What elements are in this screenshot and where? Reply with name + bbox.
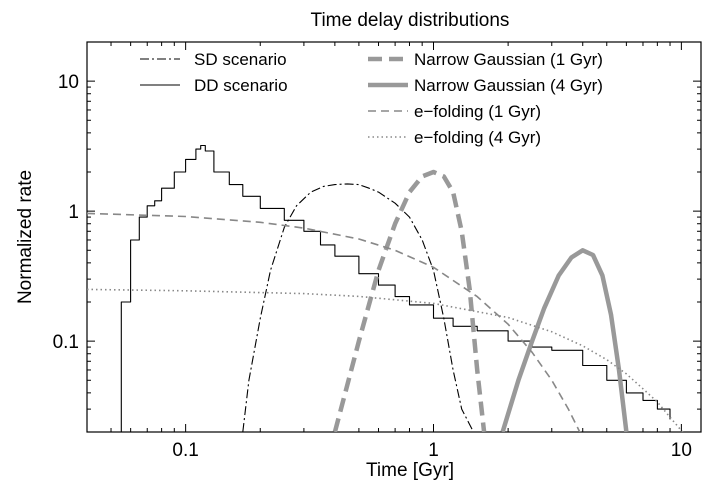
plot-frame: [86, 41, 702, 433]
y-tick-label: 0.1: [53, 332, 79, 353]
axis-tick-labels: 0.1 1 10 0.1 1 10: [53, 72, 692, 461]
legend-label-3: Narrow Gaussian (1 Gyr): [414, 50, 603, 69]
y-tick-label: 1: [68, 202, 79, 223]
x-tick-label: 10: [671, 440, 692, 461]
x-axis-label: Time [Gyr]: [366, 460, 454, 481]
x-tick-label: 1: [428, 440, 439, 461]
series-line-5: [87, 212, 581, 432]
legend-label-1: SD scenario: [194, 50, 287, 69]
y-axis-label: Normalized rate: [15, 170, 36, 304]
y-tick-label: 10: [58, 72, 79, 93]
series-line-4: [500, 248, 629, 432]
series-line-2: [111, 144, 671, 432]
legend-label-2: DD scenario: [194, 76, 288, 95]
series-layer: [87, 144, 684, 432]
series-line-6: [87, 288, 684, 432]
legend-label-4: Narrow Gaussian (4 Gyr): [414, 76, 603, 95]
chart-title: Time delay distributions: [311, 10, 510, 31]
series-line-3: [332, 169, 487, 432]
legend-label-6: e−folding (4 Gyr): [414, 128, 541, 147]
series-line-1: [242, 183, 474, 432]
x-tick-label: 0.1: [172, 440, 198, 461]
axis-ticks: [86, 41, 701, 433]
legend-label-5: e−folding (1 Gyr): [414, 102, 541, 121]
legend: SD scenario DD scenario Narrow Gaussian (1…: [140, 50, 603, 147]
